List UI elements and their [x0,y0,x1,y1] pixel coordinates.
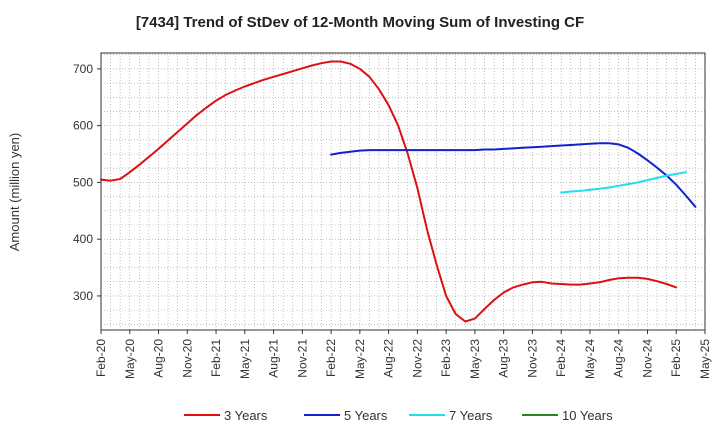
x-tick-label: May-24 [583,339,597,379]
x-tick-label: Aug-21 [267,339,281,378]
y-tick-label: 600 [73,119,93,133]
x-tick-label: Feb-23 [439,339,453,377]
legend-label: 5 Years [344,408,388,423]
x-tick-label: May-23 [468,339,482,379]
y-axis-label: Amount (million yen) [7,133,22,252]
x-tick-label: May-25 [698,339,712,379]
series-line-7-years [560,171,687,194]
x-tick-label: Nov-22 [410,339,424,378]
x-tick-label: May-22 [353,339,367,379]
x-tick-label: Nov-23 [525,339,539,378]
series-lines [100,60,697,323]
y-tick-label: 700 [73,62,93,76]
x-tick-label: May-20 [123,339,137,379]
y-tick-label: 300 [73,289,93,303]
x-axis-ticks: Feb-20 May-20 Aug-20 Nov-20 Feb-21 May-21 Aug-… [94,330,712,379]
x-tick-label: Aug-22 [382,339,396,378]
x-tick-label: Feb-20 [94,339,108,377]
legend-label: 10 Years [562,408,613,423]
grid-lines [100,53,706,330]
chart-title: [7434] Trend of StDev of 12-Month Moving… [135,14,585,31]
plot-area-frame [100,52,706,331]
x-tick-label: May-21 [238,339,252,379]
x-tick-label: Feb-25 [669,339,683,377]
x-tick-label: Nov-24 [640,339,654,378]
x-tick-label: Nov-21 [295,339,309,378]
x-tick-label: Aug-23 [497,339,511,378]
y-tick-label: 400 [73,232,93,246]
y-axis-ticks: 300 400 500 600 700 [73,62,101,303]
x-tick-label: Aug-24 [612,339,626,378]
x-tick-label: Feb-22 [324,339,338,377]
legend-label: 3 Years [224,408,268,423]
series-line-3-years [100,60,678,323]
x-tick-label: Nov-20 [180,339,194,378]
x-tick-label: Feb-24 [554,339,568,377]
series-line-5-years [330,142,697,208]
legend-label: 7 Years [449,408,493,423]
x-tick-label: Aug-20 [152,339,166,378]
x-tick-label: Feb-21 [209,339,223,377]
y-tick-label: 500 [73,175,93,189]
legend: 3 Years 5 Years 7 Years 10 Years [184,408,613,423]
